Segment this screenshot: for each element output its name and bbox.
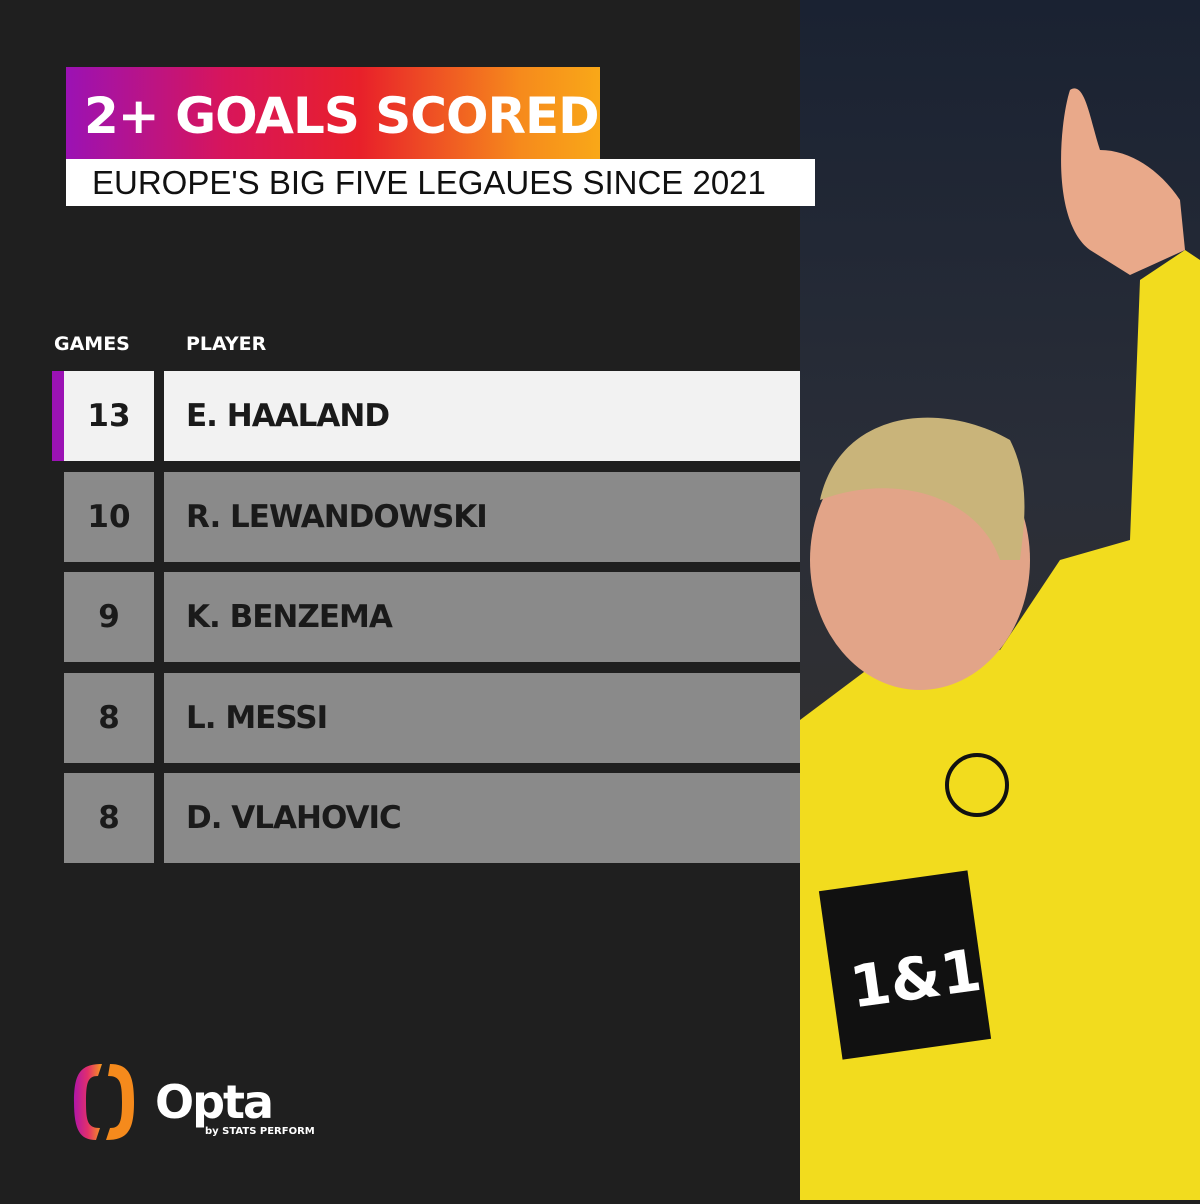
games-cell: 10 [64, 472, 154, 562]
table-row: 8 D. VLAHOVIC [64, 773, 800, 863]
column-header-games: GAMES [54, 333, 130, 355]
table-row: 8 L. MESSI [64, 673, 800, 763]
games-cell: 13 [64, 371, 154, 461]
player-cell: L. MESSI [164, 673, 800, 763]
brand-name: Opta [155, 1075, 274, 1129]
brand-tagline: by STATS PERFORM [205, 1126, 315, 1137]
sponsor-badge: 1&1 [818, 870, 992, 1060]
player-cell: K. BENZEMA [164, 572, 800, 662]
player-photo: 1&1 [800, 0, 1200, 1200]
games-cell: 8 [64, 673, 154, 763]
games-cell: 8 [64, 773, 154, 863]
bvb-crest-icon [945, 753, 1009, 817]
page-subtitle: EUROPE'S BIG FIVE LEGAUES SINCE 2021 [66, 159, 815, 206]
table-row: 13 E. HAALAND [52, 371, 800, 461]
player-cell: E. HAALAND [164, 371, 800, 461]
highlight-accent [52, 371, 64, 461]
table-row: 10 R. LEWANDOWSKI [64, 472, 800, 562]
column-header-player: PLAYER [186, 333, 267, 355]
page-title: 2+ GOALS SCORED [66, 67, 600, 159]
opta-logo-icon [74, 1064, 134, 1140]
games-cell: 9 [64, 572, 154, 662]
player-cell: D. VLAHOVIC [164, 773, 800, 863]
table-row: 9 K. BENZEMA [64, 572, 800, 662]
player-cell: R. LEWANDOWSKI [164, 472, 800, 562]
